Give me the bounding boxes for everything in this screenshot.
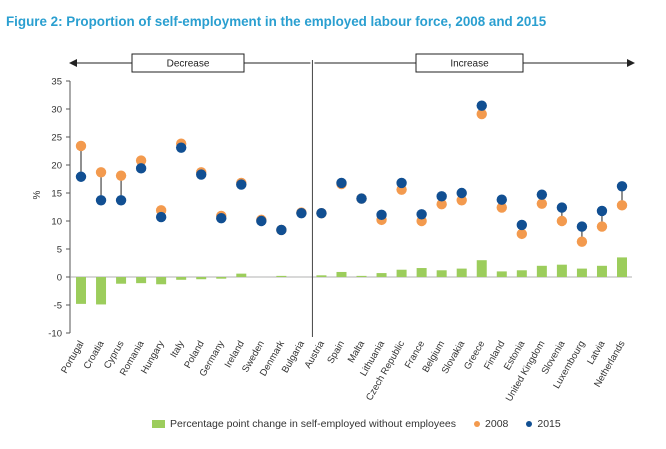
- point-2008: [95, 167, 107, 178]
- point-2008: [556, 215, 568, 227]
- point-2015: [196, 169, 207, 180]
- point-2008: [616, 200, 628, 211]
- point-2008: [516, 228, 528, 240]
- y-tick-label: 30: [51, 105, 62, 116]
- bar: [476, 260, 487, 277]
- bar: [76, 277, 86, 304]
- point-2015: [155, 211, 167, 223]
- y-tick-label: -10: [48, 329, 62, 340]
- bar: [236, 273, 247, 277]
- bar: [156, 277, 167, 285]
- chart-area: -10 -5 0 5 10 15 20 25 30 35% Decrease Increase Port…: [32, 53, 635, 404]
- bar: [96, 277, 107, 305]
- point-2008: [135, 155, 147, 166]
- bar: [176, 277, 187, 280]
- y-tick-label: 25: [51, 133, 62, 144]
- y-tick-label: -5: [54, 301, 62, 312]
- bar: [436, 270, 447, 277]
- increase-label: Increase: [450, 59, 489, 70]
- bar: [416, 268, 427, 277]
- point-2008: [576, 236, 588, 247]
- point-2008: [476, 108, 487, 120]
- point-2015: [216, 213, 227, 224]
- bar: [276, 275, 287, 277]
- point-2015: [336, 177, 347, 189]
- point-2015: [296, 207, 307, 219]
- point-2015: [396, 177, 407, 189]
- bar: [116, 277, 127, 284]
- legend-item-2015: 2015: [526, 418, 561, 430]
- bar: [456, 268, 467, 277]
- legend-swatch-2008: [474, 421, 481, 427]
- point-2015: [616, 181, 628, 192]
- bar: [516, 270, 527, 277]
- bar: [196, 277, 207, 280]
- increase-label-box: [415, 53, 524, 73]
- point-2015: [75, 171, 87, 182]
- point-2008: [456, 195, 467, 206]
- point-2015: [316, 207, 327, 219]
- y-tick-label: 15: [51, 189, 62, 200]
- point-2015: [256, 215, 267, 227]
- bar: [396, 269, 407, 277]
- legend-label-2008: 2008: [485, 418, 509, 430]
- point-2015: [376, 209, 387, 221]
- point-2015: [95, 195, 107, 206]
- y-tick-label: 20: [51, 161, 62, 172]
- legend-item-2008: 2008: [474, 418, 508, 430]
- point-2015: [436, 191, 447, 202]
- point-2015: [456, 187, 467, 199]
- point-2015: [236, 179, 247, 190]
- point-2015: [516, 219, 528, 231]
- x-tick-label: Spain: [325, 339, 347, 366]
- bar: [216, 277, 227, 279]
- point-2015: [175, 142, 187, 153]
- point-2015: [556, 202, 568, 213]
- bar: [376, 273, 387, 277]
- decrease-label-box: [131, 53, 245, 73]
- point-2008: [115, 170, 127, 181]
- point-2008: [596, 221, 608, 232]
- point-2008: [536, 198, 548, 209]
- point-2015: [476, 100, 487, 111]
- point-2008: [75, 140, 87, 152]
- bar: [356, 275, 367, 277]
- bar: [316, 275, 327, 277]
- point-2015: [536, 189, 548, 200]
- point-2015: [135, 163, 147, 174]
- chart-title: Figure 2: Proportion of self-employment …: [6, 14, 547, 29]
- point-2015: [276, 224, 287, 236]
- x-tick-label: Austria: [303, 338, 328, 370]
- bar: [556, 264, 567, 277]
- point-2015: [576, 221, 588, 232]
- bar: [536, 265, 547, 277]
- legend: Percentage point change in self-employed…: [152, 416, 579, 432]
- point-2015: [496, 194, 507, 205]
- bar: [617, 257, 627, 277]
- point-2015: [115, 195, 127, 206]
- bar: [496, 271, 507, 277]
- y-tick-label: 35: [51, 77, 62, 88]
- legend-swatch-2015: [526, 421, 533, 427]
- point-2015: [356, 193, 367, 204]
- y-tick-label: 10: [51, 217, 62, 228]
- legend-swatch-bar: [152, 420, 165, 428]
- bar: [136, 277, 147, 284]
- y-tick-label: 5: [57, 245, 62, 256]
- point-2008: [496, 202, 507, 213]
- bar: [576, 268, 587, 277]
- legend-item-bar: Percentage point change in self-employed…: [152, 418, 456, 430]
- point-2015: [416, 209, 427, 220]
- decrease-label: Decrease: [167, 59, 210, 70]
- y-tick-label: 0: [57, 273, 62, 284]
- point-2008: [436, 199, 447, 210]
- point-2015: [596, 205, 608, 217]
- bar: [336, 271, 347, 277]
- x-tick-label: Portugal: [59, 339, 86, 375]
- x-tick-label: Italy: [168, 339, 186, 360]
- y-axis-label: %: [32, 190, 43, 199]
- legend-label-2015: 2015: [537, 418, 561, 430]
- bar: [596, 265, 607, 277]
- legend-label-bar: Percentage point change in self-employed…: [170, 418, 457, 430]
